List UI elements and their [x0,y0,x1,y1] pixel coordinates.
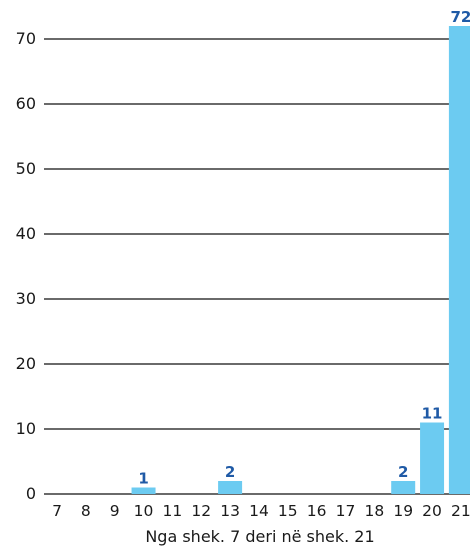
bar [218,481,243,494]
data-label: 72 [450,8,470,26]
x-tick-label: 14 [249,502,269,520]
gridlines [44,38,470,495]
x-tick-label: 7 [52,502,62,520]
y-tick-label: 70 [16,29,36,48]
bar [391,481,416,494]
y-tick-label: 40 [16,224,36,243]
x-axis-label: Nga shek. 7 deri në shek. 21 [145,527,374,546]
data-labels: 1 2 2 11 72 [138,8,470,488]
y-tick-label: 50 [16,159,36,178]
x-tick-label: 9 [110,502,120,520]
x-tick-label: 21 [451,502,470,520]
y-tick-label: 60 [16,94,36,113]
bar [448,26,470,494]
data-label: 11 [422,405,443,423]
x-tick-label: 17 [336,502,356,520]
data-label: 2 [225,463,235,481]
x-tick-label: 20 [422,502,442,520]
bar [420,422,445,494]
x-tick-label: 18 [364,502,384,520]
y-tick-label: 20 [16,354,36,373]
x-tick-label: 15 [278,502,298,520]
bars [131,26,470,494]
x-tick-label: 16 [307,502,327,520]
data-label: 2 [398,463,408,481]
y-tick-label: 10 [16,419,36,438]
data-label: 1 [138,470,148,488]
x-tick-label: 10 [134,502,154,520]
x-tick-label: 11 [163,502,183,520]
x-tick-label: 12 [191,502,211,520]
y-tick-label: 0 [26,484,36,503]
y-tick-label: 30 [16,289,36,308]
bar [131,487,156,494]
x-tick-label: 13 [220,502,240,520]
y-axis-ticks: 0 10 20 30 40 50 60 70 [16,29,36,503]
x-axis-ticks: 7 8 9 10 11 12 13 14 15 16 17 18 19 20 21 [52,502,470,520]
x-tick-label: 8 [81,502,91,520]
x-tick-label: 19 [393,502,413,520]
